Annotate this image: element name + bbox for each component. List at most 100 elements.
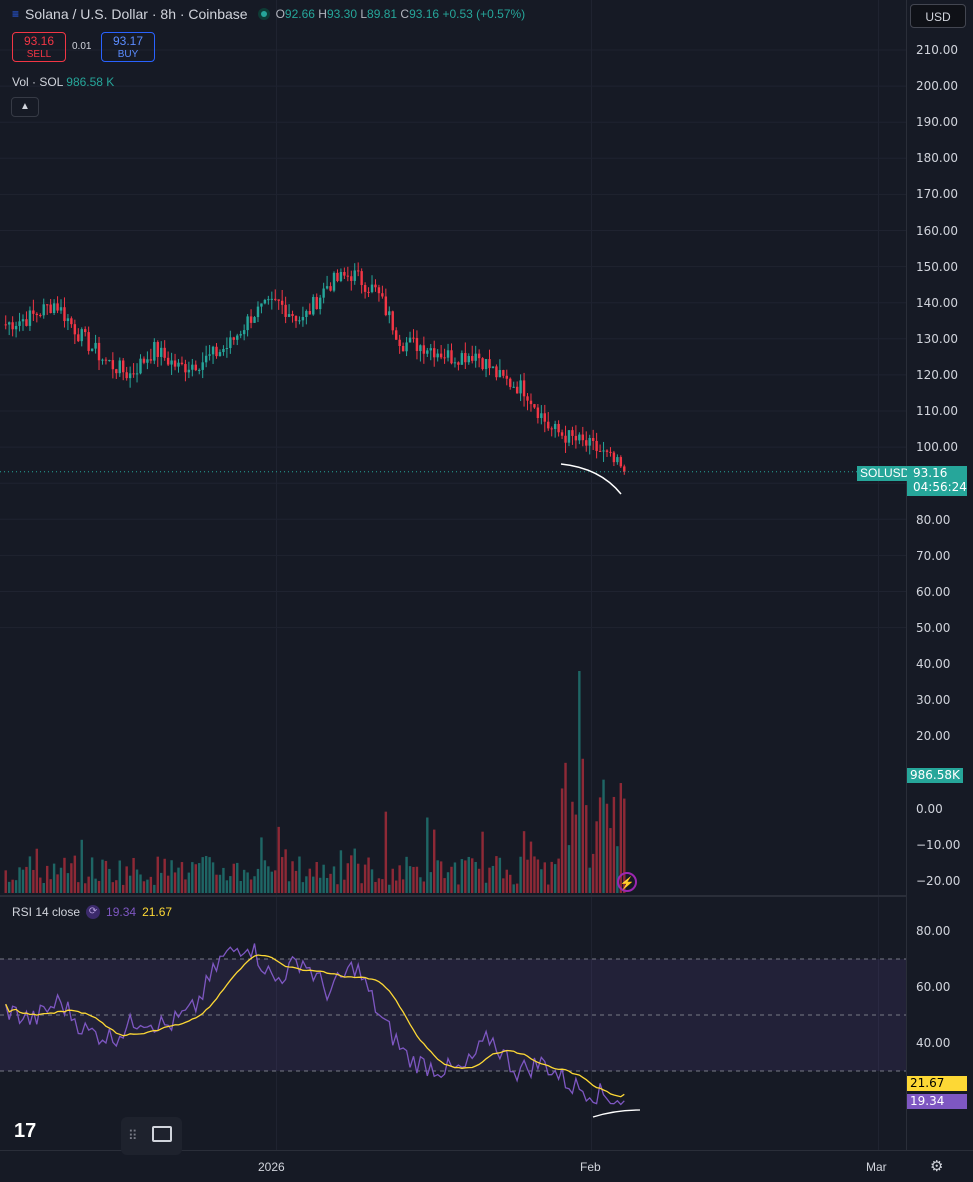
pane-separator[interactable] (0, 895, 906, 897)
candle (108, 360, 111, 362)
volume-bar (322, 864, 325, 893)
volume-bar (443, 878, 446, 893)
price-axis-label: 140.00 (916, 296, 958, 310)
volume-bar (412, 866, 415, 893)
candle (474, 353, 477, 361)
candle (87, 332, 90, 351)
volume-bar (45, 865, 49, 893)
candle (18, 321, 21, 326)
price-axis-label: 30.00 (916, 693, 951, 707)
volume-bar (111, 882, 115, 893)
volume-bar (367, 857, 370, 893)
candle (457, 362, 460, 365)
price-axis-label: 100.00 (916, 440, 958, 454)
tradingview-logo-icon[interactable]: 17 (14, 1120, 37, 1142)
price-axis-label: 80.00 (916, 513, 951, 527)
volume-bar (578, 671, 581, 893)
volume-bar (571, 801, 574, 893)
price-chart[interactable] (0, 0, 906, 1150)
candle (367, 291, 370, 293)
volume-bar (256, 868, 260, 893)
candle (515, 386, 519, 394)
volume-bar (522, 831, 526, 893)
candle (505, 375, 508, 379)
price-axis-label: 180.00 (916, 151, 958, 165)
candle (201, 362, 204, 370)
lightning-icon[interactable]: ⚡ (617, 872, 637, 892)
symbol-title[interactable]: Solana / U.S. Dollar · 8h · Coinbase (25, 6, 248, 22)
candle (83, 329, 87, 333)
candle (184, 364, 187, 373)
volume-bar (291, 861, 294, 893)
candle (52, 303, 56, 314)
price-axis-label: 190.00 (916, 115, 958, 129)
volume-bar (160, 872, 163, 893)
candle (426, 350, 429, 354)
settings-gear-icon[interactable]: ⚙ (930, 1158, 944, 1175)
volume-bar (609, 828, 612, 893)
volume-bar (491, 865, 495, 893)
buy-button[interactable]: 93.17 BUY (101, 32, 155, 62)
time-label-mar: Mar (866, 1160, 887, 1174)
rsi-ma-tag: 21.67 (907, 1076, 967, 1091)
volume-bar (104, 860, 108, 893)
candle (70, 318, 73, 325)
volume-bar (553, 864, 557, 893)
volume-bar (339, 850, 343, 893)
candle (301, 316, 305, 321)
candle (125, 372, 128, 379)
volume-bar (173, 872, 177, 893)
image-icon[interactable] (152, 1126, 172, 1142)
rsi-legend[interactable]: RSI 14 close ⟳ 19.34 21.67 (12, 905, 173, 919)
candle (439, 353, 443, 358)
candle (11, 322, 14, 330)
currency-button[interactable]: USD (910, 4, 966, 28)
volume-bar (519, 856, 522, 893)
candle (229, 337, 232, 349)
candle (322, 288, 325, 298)
volume-bar (595, 821, 598, 893)
drawing-curve (560, 463, 622, 495)
candle (467, 356, 470, 363)
volume-bar (153, 884, 156, 893)
time-axis[interactable] (0, 1150, 973, 1182)
volume-bar (194, 864, 197, 893)
candle (567, 430, 571, 443)
candle (446, 350, 450, 358)
volume-bar (325, 877, 329, 893)
refresh-icon[interactable]: ⟳ (86, 905, 101, 919)
candle (94, 342, 97, 349)
price-axis-label: 40.00 (916, 657, 951, 671)
candle (419, 345, 422, 352)
candle (433, 348, 436, 358)
candle (429, 348, 432, 351)
price-axis[interactable] (906, 0, 973, 1150)
candle (39, 315, 42, 317)
volume-bar (146, 879, 149, 893)
volume-bar (132, 857, 135, 893)
volume-bar (4, 870, 7, 893)
candle (284, 304, 287, 317)
rsi-ma-line (5, 954, 625, 1098)
floating-toolbar[interactable]: ⠿ (121, 1117, 182, 1155)
chevron-up-icon[interactable]: ▲ (11, 97, 39, 117)
price-axis-label: 150.00 (916, 260, 958, 274)
candle (484, 359, 488, 370)
volume-legend[interactable]: Vol · SOL 986.58 K (12, 75, 115, 89)
candle (222, 349, 225, 353)
volume-bar (25, 866, 28, 893)
sell-button[interactable]: 93.16 SELL (12, 32, 66, 62)
volume-bar (284, 849, 287, 893)
volume-bar (260, 837, 263, 893)
candle (502, 370, 505, 376)
volume-bar (343, 879, 346, 893)
candle (128, 373, 132, 379)
menu-icon[interactable]: ≡ (12, 7, 20, 21)
candle (218, 352, 222, 357)
volume-bar (270, 871, 274, 893)
drag-handle-icon[interactable]: ⠿ (128, 1128, 138, 1143)
candle (180, 362, 184, 365)
price-axis-label: 0.00 (916, 802, 943, 816)
volume-bar (66, 873, 70, 893)
market-status-icon[interactable] (257, 8, 270, 20)
